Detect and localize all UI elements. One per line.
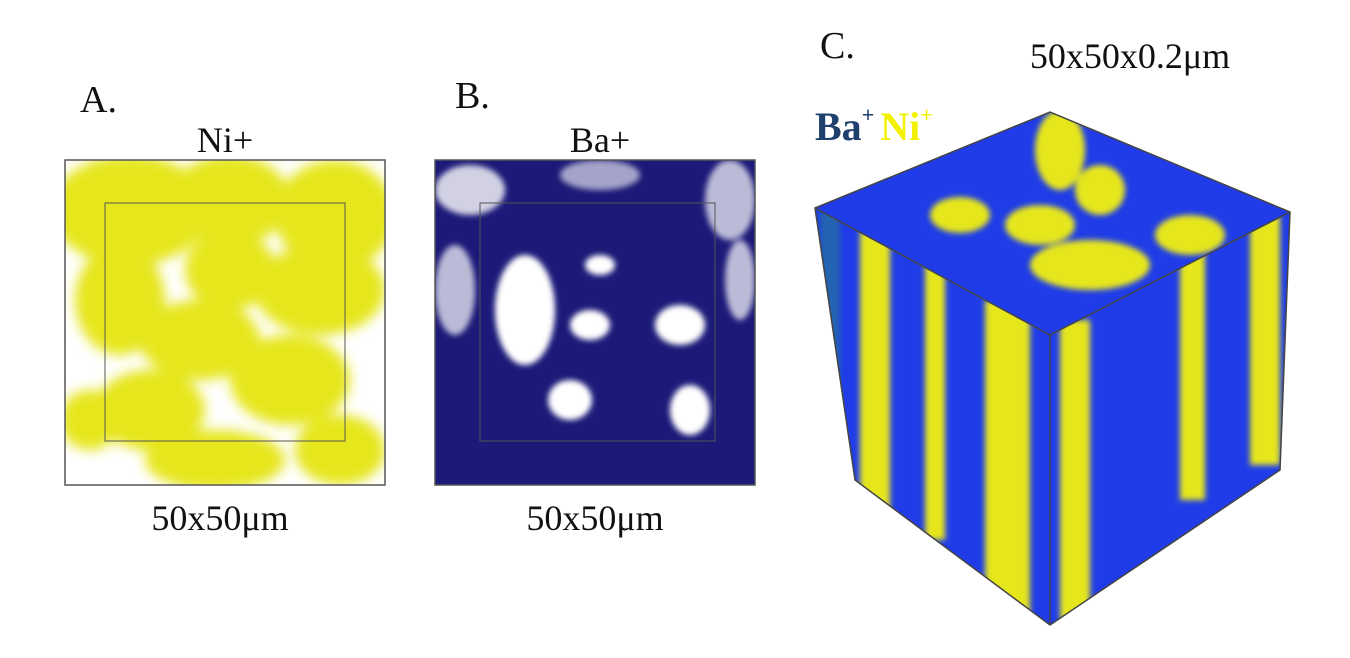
cube bbox=[814, 111, 1291, 626]
scale-label: 50x50μm bbox=[151, 498, 288, 538]
ion-label: Ba+ bbox=[570, 120, 630, 160]
ion-label: Ni+ bbox=[197, 120, 253, 160]
scale-label: 50x50μm bbox=[526, 498, 663, 538]
panel-label: B. bbox=[455, 75, 490, 117]
panel-label: C. bbox=[820, 25, 855, 67]
legend-charge: + bbox=[920, 102, 933, 127]
legend-ion: Ba bbox=[815, 104, 862, 149]
legend-entry: Ba+ Ni+ bbox=[815, 102, 933, 149]
legend-charge: + bbox=[862, 102, 875, 127]
scale-label: 50x50x0.2μm bbox=[1030, 36, 1230, 76]
ba-map bbox=[435, 160, 755, 485]
panel-label: A. bbox=[80, 79, 117, 121]
legend-ion: Ni bbox=[880, 104, 920, 149]
ni-map bbox=[65, 160, 385, 485]
